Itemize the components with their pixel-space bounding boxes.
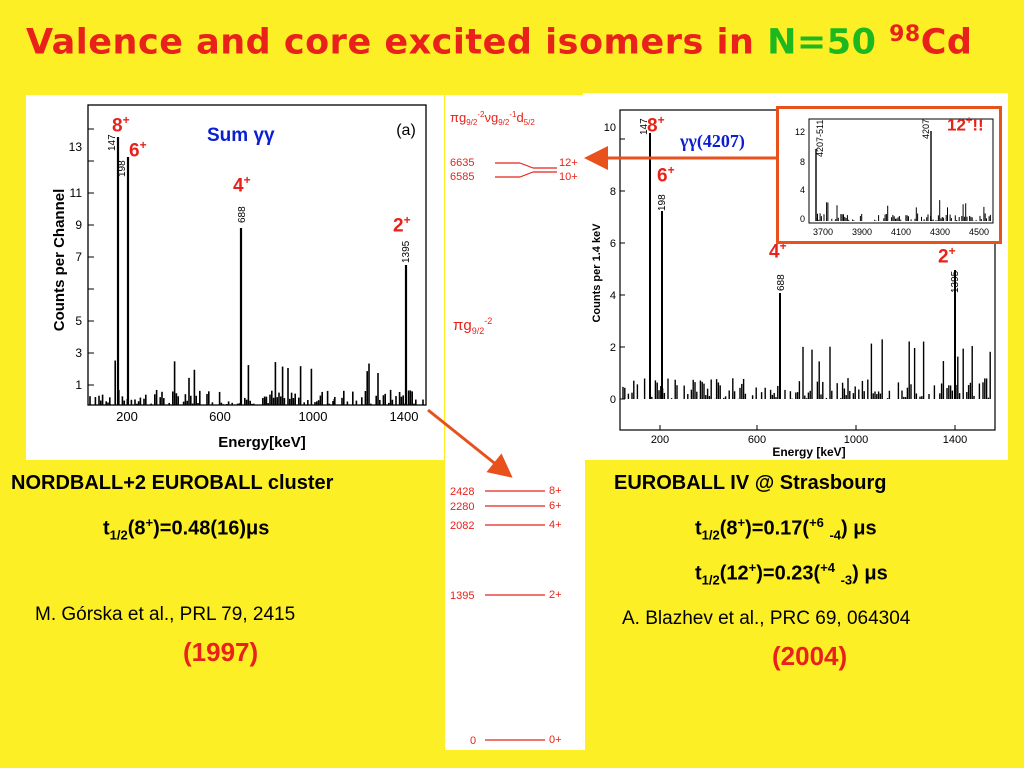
y-axis-label: Counts per Channel [51,189,68,332]
inset-spectrum: 0 4 8 12 3700 3900 4100 4300 4500 4207-5… [776,106,1002,244]
inset-spectrum-plot: 0 4 8 12 3700 3900 4100 4300 4500 4207-5… [795,118,994,237]
y-tick: 0 [800,214,805,224]
right-setup-label: EUROBALL IV @ Strasbourg [614,472,887,494]
left-spectrum-plot: 1 3 5 7 9 11 13 200 600 1000 1400 Energy… [51,104,427,451]
y-tick: 2 [610,342,616,354]
sum-gg-label: Sum γγ [207,125,275,146]
y-tick: 7 [75,250,82,264]
right-halflife-12: t1/2(12+)=0.23(+4 -3) μs [695,560,888,588]
y-tick: 8 [800,157,805,167]
spin-label-2: 2+ [938,244,956,268]
peak-energy-label: 4207 [921,119,931,139]
x-tick: 1400 [943,434,967,446]
y-tick: 11 [70,186,83,200]
left-reference: M. Górska et al., PRL 79, 2415 [35,604,296,625]
level-spin: 10+ [559,171,578,183]
right-reference: A. Blazhev et al., PRC 69, 064304 [622,608,911,629]
level-scheme-panel: πg9/2-2νg9/2-1d5/2 πg9/2-2 6635 6585 12+… [445,95,585,750]
spin-label-8: 8+ [647,113,665,137]
x-tick: 3900 [852,227,872,237]
x-tick: 200 [651,434,669,446]
right-halflife-8: t1/2(8+)=0.17(+6 -4) μs [695,515,877,543]
level-spin: 8+ [549,485,562,497]
left-setup-label: NORDBALL+2 EUROBALL cluster [11,472,334,494]
y-tick: 0 [610,394,616,406]
y-tick: 6 [610,238,616,250]
panel-label: (a) [396,122,416,139]
peak-energy-label: 688 [237,206,248,223]
level-energy: 6585 [450,171,474,183]
spin-label-4: 4+ [769,239,787,263]
level-energy: 2280 [450,501,474,513]
x-tick: 1000 [844,434,868,446]
spin-label-6: 6+ [657,163,675,187]
top-configuration: πg9/2-2νg9/2-1d5/2 [450,110,535,127]
left-year: (1997) [183,637,259,667]
spin-label-4: 4+ [233,173,251,197]
peak-energy-label: 198 [117,160,128,177]
spin-label-2: 2+ [393,213,411,237]
mid-configuration: πg9/2-2 [453,316,492,336]
level-scheme-diagram: πg9/2-2νg9/2-1d5/2 πg9/2-2 6635 6585 12+… [450,110,578,747]
x-tick: 4100 [891,227,911,237]
y-axis-label: Counts per 1.4 keV [591,223,603,323]
y-tick: 12 [795,127,805,137]
x-tick: 200 [116,409,138,424]
peak-energy-label: 147 [107,134,118,151]
y-tick: 1 [75,378,82,392]
x-tick: 1000 [299,409,328,424]
peak-energy-label: 688 [776,274,787,291]
x-axis-label: Energy[keV] [218,434,306,451]
right-year: (2004) [772,641,848,671]
peak-energy-label: 1395 [950,270,961,293]
spin-label-6: 6+ [129,138,147,162]
right-spectrum-plot: 0 2 4 6 8 10 200 600 1000 1400 Energy [k… [591,109,996,459]
level-spin: 4+ [549,519,562,531]
peak-energy-label: 4207-511 [815,120,825,157]
spin-label-8: 8+ [112,113,130,137]
x-tick: 3700 [813,227,833,237]
x-tick: 4300 [930,227,950,237]
spin-label-12: 12+!! [947,115,984,135]
y-tick: 3 [75,346,82,360]
x-tick: 600 [748,434,766,446]
y-tick: 13 [69,140,83,154]
x-tick: 1400 [390,409,419,424]
gg-4207-label: γγ(4207) [680,131,745,151]
level-energy: 2428 [450,486,474,498]
right-spectrum-panel: 0 2 4 6 8 10 200 600 1000 1400 Energy [k… [583,93,1008,460]
peak-energy-label: 198 [657,194,668,211]
x-tick: 4500 [969,227,989,237]
y-tick: 5 [75,314,82,328]
level-energy: 1395 [450,590,474,602]
peak-energy-label: 147 [639,118,650,135]
y-tick: 9 [75,218,82,232]
y-tick: 8 [610,186,616,198]
level-energy: 0 [470,735,476,747]
level-spin: 12+ [559,157,578,169]
left-halflife: t1/2(8+)=0.48(16)μs [103,515,270,543]
slide-title: Valence and core excited isomers in N=50… [26,22,973,63]
level-energy: 2082 [450,520,474,532]
level-energy: 6635 [450,157,474,169]
left-spectrum-panel: 1 3 5 7 9 11 13 200 600 1000 1400 Energy… [26,95,444,460]
level-spin: 6+ [549,500,562,512]
level-spin: 2+ [549,589,562,601]
y-tick: 10 [604,122,616,134]
x-axis-label: Energy [keV] [772,445,845,459]
peak-energy-label: 1395 [401,240,412,263]
x-tick: 600 [209,409,231,424]
y-tick: 4 [800,185,805,195]
level-spin: 0+ [549,734,562,746]
y-tick: 4 [610,290,616,302]
